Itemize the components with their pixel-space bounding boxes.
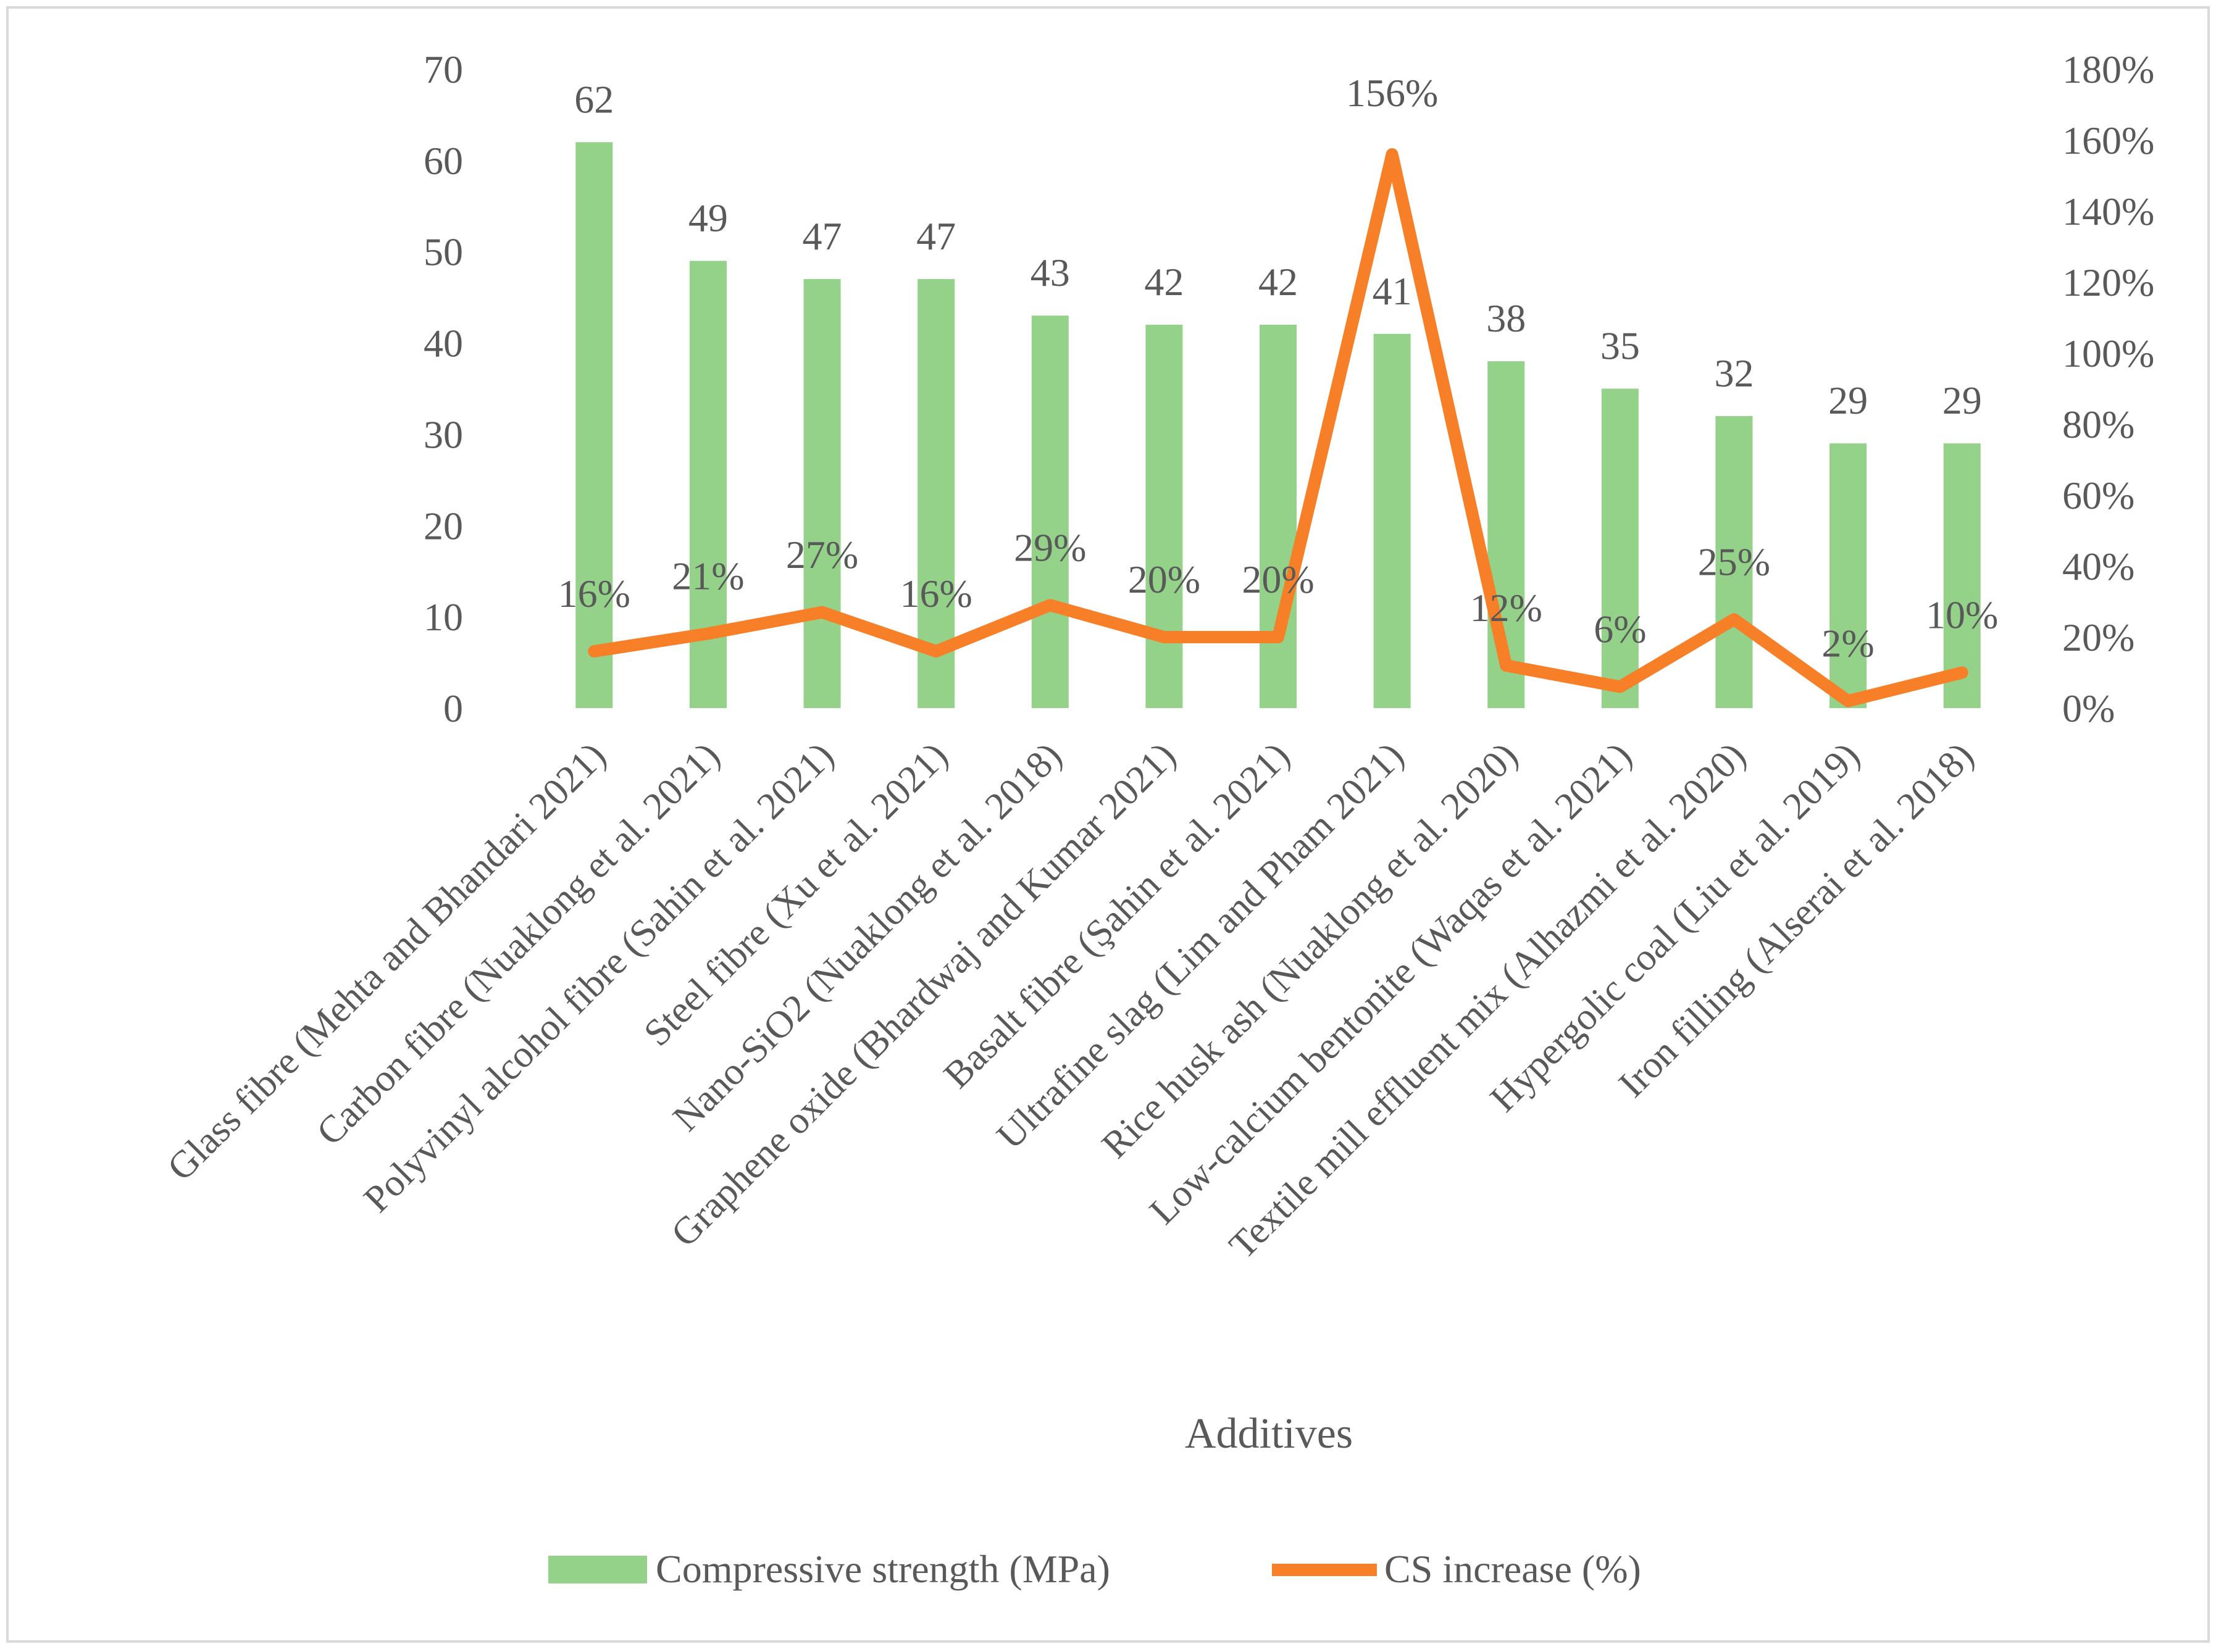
x-axis-title: Additives: [1185, 1410, 1353, 1458]
line-point: [1277, 636, 1279, 638]
legend-bar-swatch: [548, 1556, 647, 1583]
bar-data-label: 42: [1258, 260, 1298, 304]
bar: [1829, 443, 1867, 708]
line-data-label: 16%: [900, 572, 972, 615]
left-axis-tick-label: 0: [443, 686, 463, 730]
line-data-label: 21%: [672, 554, 744, 598]
legend: Compressive strength (MPa) CS increase (…: [548, 1547, 1641, 1591]
line-point: [706, 632, 709, 635]
right-axis-tick-label: 80%: [2062, 403, 2134, 446]
bar-data-label: 42: [1144, 260, 1184, 304]
bar-data-label: 29: [1942, 378, 1982, 422]
line-point: [1163, 636, 1166, 638]
bar: [1601, 388, 1639, 708]
left-axis-tick-label: 50: [424, 230, 463, 274]
line-point: [593, 650, 596, 653]
right-axis-tick-label: 40%: [2062, 544, 2134, 588]
bar-data-label: 41: [1373, 269, 1412, 313]
right-axis-tick-label: 160%: [2062, 119, 2154, 162]
left-axis-tick-label: 60: [424, 139, 463, 183]
right-axis-tick-label: 0%: [2062, 686, 2115, 730]
line-data-label: 2%: [1821, 622, 1874, 665]
bar-data-label: 47: [916, 214, 956, 258]
left-axis-tick-label: 10: [424, 595, 463, 639]
bar: [1145, 325, 1183, 708]
right-axis-tick-label: 140%: [2062, 190, 2154, 233]
bar-data-label: 47: [803, 214, 842, 258]
right-axis-tick-label: 20%: [2062, 615, 2134, 659]
bar: [1031, 315, 1069, 708]
line-point: [1048, 604, 1052, 607]
line-data-label: 156%: [1346, 71, 1438, 115]
left-axis-ticks: 0 10 20 30 40 50 60 70: [424, 48, 463, 730]
line-point: [1847, 699, 1850, 703]
bar: [1715, 415, 1753, 708]
chart-border: [6, 6, 2210, 1643]
bar: [918, 279, 955, 709]
bar: [1373, 333, 1411, 708]
bar-data-label: 29: [1828, 378, 1868, 422]
line-data-label: 10%: [1926, 593, 1998, 637]
right-axis-tick-label: 100%: [2062, 332, 2154, 375]
bar-data-labels: 62 49 47 47 43 42 42 41 38 35 32 29 29: [574, 77, 1981, 422]
line-data-label: 20%: [1242, 557, 1314, 601]
line-data-label: 25%: [1698, 540, 1770, 583]
bar-data-label: 35: [1600, 324, 1640, 368]
bar: [1260, 325, 1297, 708]
line-data-label: 12%: [1470, 586, 1542, 630]
bar-data-label: 43: [1031, 251, 1070, 294]
legend-line-label: CS increase (%): [1384, 1547, 1641, 1591]
line-point: [1733, 618, 1736, 621]
line-data-label: 29%: [1014, 525, 1086, 569]
bar-data-label: 32: [1714, 351, 1754, 395]
line-point: [1618, 685, 1621, 688]
line-point: [1960, 671, 1963, 674]
line-point: [821, 611, 824, 614]
left-axis-tick-label: 40: [424, 322, 463, 365]
bar-data-label: 62: [574, 77, 614, 121]
line-data-labels: 16% 21% 27% 16% 29% 20% 20% 156% 12% 6% 25% 2% 10%: [558, 71, 1999, 665]
line-data-label: 27%: [786, 533, 858, 577]
bar: [1943, 443, 1981, 708]
bar: [803, 279, 841, 709]
line-point: [1390, 153, 1394, 156]
right-axis-tick-label: 180%: [2062, 48, 2154, 91]
legend-bar-label: Compressive strength (MPa): [656, 1547, 1110, 1591]
right-axis-tick-label: 60%: [2062, 473, 2134, 517]
bar-data-label: 49: [688, 196, 728, 240]
line-data-label: 16%: [558, 572, 630, 615]
line-data-label: 20%: [1128, 557, 1200, 601]
line-data-label: 6%: [1594, 607, 1646, 651]
bar: [575, 142, 613, 709]
left-axis-tick-label: 30: [424, 412, 463, 456]
line-series: [588, 148, 1968, 707]
left-axis-tick-label: 70: [424, 48, 463, 91]
right-axis-tick-label: 120%: [2062, 261, 2154, 304]
left-axis-tick-label: 20: [424, 504, 463, 548]
right-axis-ticks: 0% 20% 40% 60% 80% 100% 120% 140% 160% 180%: [2062, 48, 2154, 730]
bar-data-label: 38: [1486, 296, 1526, 340]
line-point: [935, 650, 938, 653]
line-point: [1505, 664, 1508, 667]
